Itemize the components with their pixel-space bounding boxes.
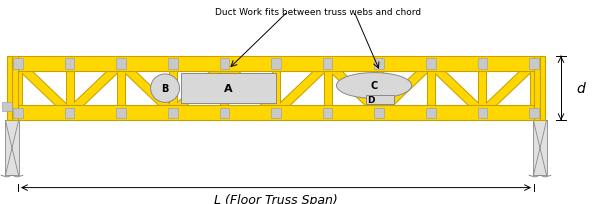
Text: L (Floor Truss Span): L (Floor Truss Span) xyxy=(214,193,338,204)
Bar xyxy=(5,121,19,175)
Bar xyxy=(426,108,436,118)
Bar xyxy=(13,59,23,70)
Bar xyxy=(220,59,229,70)
Bar xyxy=(529,59,539,70)
Ellipse shape xyxy=(151,75,179,103)
Bar xyxy=(18,106,534,121)
Bar xyxy=(374,59,384,70)
Bar xyxy=(478,59,487,70)
Bar xyxy=(18,57,534,72)
Bar xyxy=(540,57,545,121)
Bar xyxy=(7,57,12,121)
Bar xyxy=(374,108,384,118)
Text: A: A xyxy=(224,84,233,94)
Text: C: C xyxy=(370,81,377,91)
Bar xyxy=(478,108,487,118)
Bar xyxy=(323,59,332,70)
Text: Duct Work fits between truss webs and chord: Duct Work fits between truss webs and ch… xyxy=(215,8,421,17)
Bar xyxy=(365,95,394,104)
Text: d: d xyxy=(576,82,585,96)
Bar xyxy=(168,59,178,70)
Bar xyxy=(13,108,23,118)
Bar xyxy=(534,57,540,121)
Bar xyxy=(323,108,332,118)
Text: B: B xyxy=(161,84,169,94)
Bar xyxy=(12,57,18,121)
Bar xyxy=(271,108,281,118)
Bar xyxy=(181,74,276,103)
Bar xyxy=(65,108,74,118)
Bar xyxy=(65,59,74,70)
Bar xyxy=(2,102,12,112)
Bar xyxy=(116,59,126,70)
Bar xyxy=(529,108,539,118)
Ellipse shape xyxy=(337,73,412,99)
Bar xyxy=(533,121,547,175)
Text: D: D xyxy=(367,95,374,104)
Bar xyxy=(271,59,281,70)
Bar xyxy=(116,108,126,118)
Bar xyxy=(220,108,229,118)
Bar xyxy=(168,108,178,118)
Bar xyxy=(426,59,436,70)
